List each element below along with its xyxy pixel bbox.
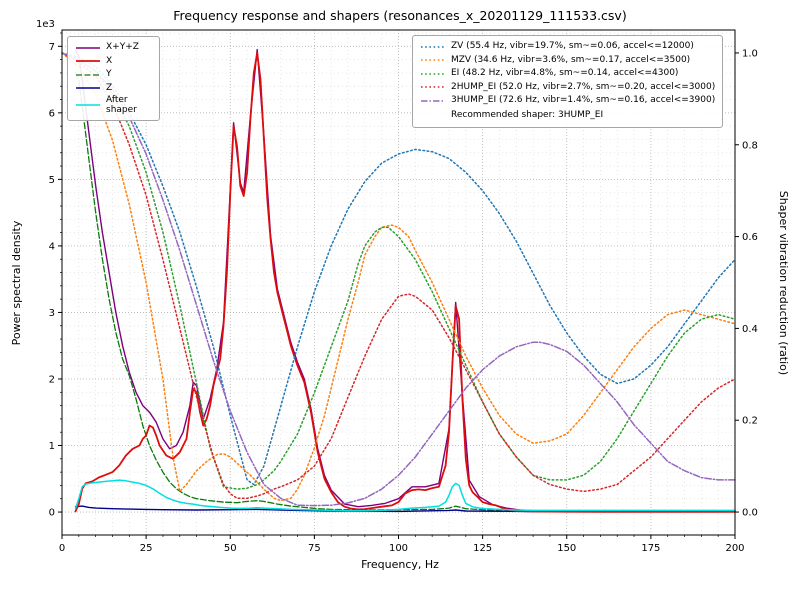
- legend-shapers: ZV (55.4 Hz, vibr=19.7%, sm~=0.06, accel…: [412, 35, 724, 128]
- y-left-tick-label: 4: [49, 241, 55, 252]
- y-left-tick-label: 0: [49, 508, 55, 519]
- y-left-tick-label: 6: [49, 108, 55, 119]
- y-left-tick-label: 3: [49, 308, 55, 319]
- legend-label: Y: [106, 69, 112, 79]
- legend-entry-x: X: [75, 55, 152, 69]
- legend-label: X: [106, 55, 113, 66]
- y-right-tick-label: 0.0: [742, 508, 758, 519]
- legend-entry-2hump_ei: 2HUMP_EI (52.0 Hz, vibr=2.7%, sm~=0.20, …: [420, 81, 715, 95]
- y-axis-offset-label: 1e3: [36, 19, 55, 30]
- x-tick-label: 75: [308, 543, 321, 554]
- y-right-tick-label: 0.2: [742, 416, 758, 427]
- legend-line-sample: [76, 104, 100, 107]
- series-2hump_ei-line: [61, 52, 736, 500]
- legend-line-sample: [421, 46, 445, 48]
- x-tick-label: 0: [59, 543, 65, 554]
- series-after_shaper-line: [74, 479, 736, 512]
- series-3hump_ei-line: [61, 52, 736, 507]
- legend-entry-mzv: MZV (34.6 Hz, vibr=3.6%, sm~=0.17, accel…: [420, 54, 715, 68]
- legend-label: EI (48.2 Hz, vibr=4.8%, sm~=0.14, accel<…: [451, 68, 679, 78]
- x-tick-label: 200: [725, 543, 744, 554]
- axes-and-ticks: 0 25 50 75 100 125 150 175 200 0 1 2 3 4 5 6 7 0.0 0.2 0.4 0…: [49, 29, 758, 554]
- y-left-tick-label: 5: [49, 175, 55, 186]
- x-axis-label: Frequency, Hz: [361, 558, 439, 571]
- legend-label: Z: [106, 82, 113, 93]
- x-tick-label: 150: [557, 543, 576, 554]
- legend-entry-3hump_ei: 3HUMP_EI (72.6 Hz, vibr=1.4%, sm~=0.16, …: [420, 94, 715, 108]
- y-right-tick-label: 0.6: [742, 232, 758, 243]
- x-tick-label: 25: [140, 543, 153, 554]
- legend-line-sample: [421, 100, 445, 102]
- x-tick-label: 125: [473, 543, 492, 554]
- recommended-shaper-note: Recommended shaper: 3HUMP_EI: [451, 109, 604, 120]
- series-x-line: [74, 52, 736, 513]
- y-left-tick-label: 1: [49, 441, 55, 452]
- series-zv-line: [61, 52, 736, 486]
- legend-label: After shaper: [106, 95, 137, 116]
- legend-entry-after_shaper: After shaper: [75, 95, 152, 116]
- x-tick-label: 50: [224, 543, 237, 554]
- y-right-tick-label: 1.0: [742, 48, 758, 59]
- legend-psd-series: X+Y+Z X Y Z After shaper: [67, 36, 160, 121]
- legend-line-sample: [76, 87, 100, 89]
- legend-entry-xyz: X+Y+Z: [75, 41, 152, 55]
- series-y-line: [74, 72, 736, 513]
- legend-line-sample: [76, 60, 100, 63]
- legend-line-sample: [421, 59, 445, 61]
- legend-entry-zv: ZV (55.4 Hz, vibr=19.7%, sm~=0.06, accel…: [420, 40, 715, 54]
- shaper-series-lines: [61, 52, 736, 507]
- legend-label: X+Y+Z: [106, 42, 139, 52]
- legend-entry-ei: EI (48.2 Hz, vibr=4.8%, sm~=0.14, accel<…: [420, 67, 715, 81]
- series-z-line: [74, 505, 736, 513]
- chart-title: Frequency response and shapers (resonanc…: [173, 8, 627, 23]
- y-left-tick-label: 2: [49, 374, 55, 385]
- y-left-tick-label: 7: [49, 42, 55, 53]
- psd-series-lines: [74, 48, 736, 513]
- legend-line-sample: [421, 73, 445, 75]
- x-tick-label: 175: [641, 543, 660, 554]
- legend-entry-y: Y: [75, 68, 152, 82]
- y-right-tick-label: 0.4: [742, 324, 758, 335]
- y-right-tick-label: 0.8: [742, 140, 758, 151]
- legend-label: 3HUMP_EI (72.6 Hz, vibr=1.4%, sm~=0.16, …: [451, 95, 716, 105]
- legend-line-sample: [421, 86, 445, 88]
- legend-entry-z: Z: [75, 82, 152, 96]
- x-tick-label: 100: [389, 543, 408, 554]
- legend-label: MZV (34.6 Hz, vibr=3.6%, sm~=0.17, accel…: [451, 54, 691, 65]
- legend-label: ZV (55.4 Hz, vibr=19.7%, sm~=0.06, accel…: [451, 41, 694, 51]
- series-mzv-line: [61, 52, 736, 502]
- legend-label: 2HUMP_EI (52.0 Hz, vibr=2.7%, sm~=0.20, …: [451, 81, 716, 92]
- legend-line-sample: [76, 74, 100, 76]
- series-ei-line: [61, 52, 736, 490]
- legend-line-sample: [76, 47, 100, 49]
